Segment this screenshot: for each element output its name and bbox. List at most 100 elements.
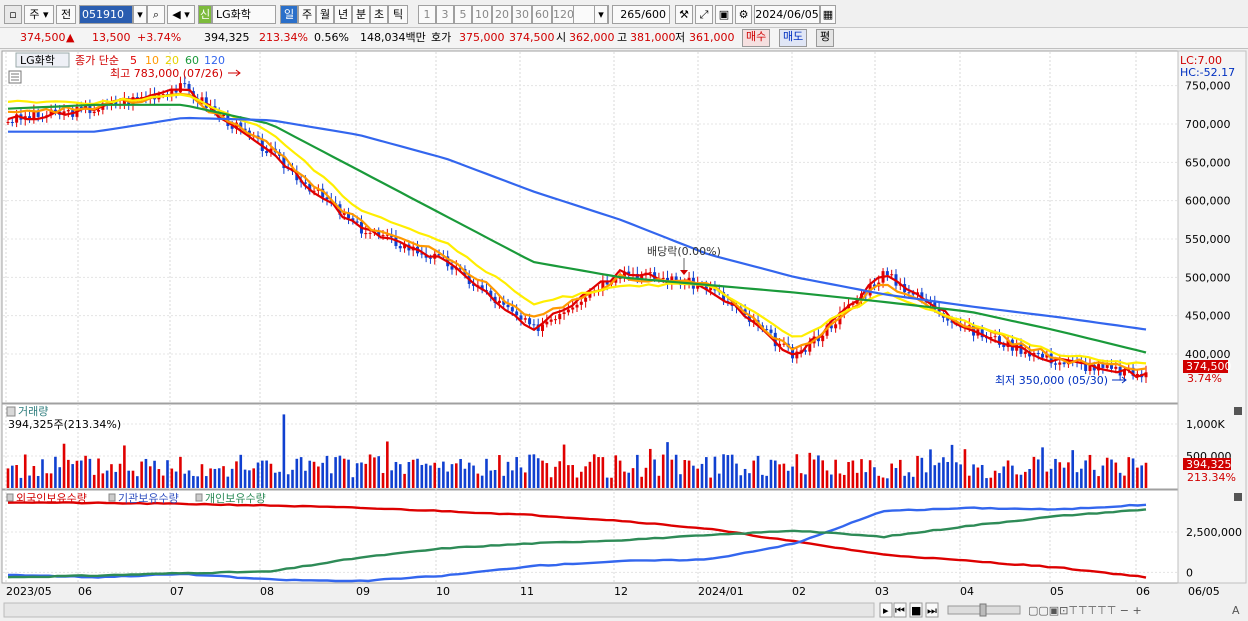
- candle-body: [204, 97, 208, 109]
- trend-tool-icon[interactable]: ⤢: [695, 5, 713, 24]
- ma-legend-10: 10: [145, 54, 159, 67]
- legend-box-institution: [108, 493, 116, 502]
- holdings-line-0: [7, 501, 1147, 579]
- volume-bar: [752, 460, 756, 488]
- x-axis-labels: 2023/05 06 07 08 09 10 11 12 2024/01 02 03 04 05 06 06…: [6, 585, 1220, 598]
- turnover-rate: 0.56%: [314, 31, 349, 44]
- volume-bar: [329, 473, 333, 488]
- save-icon[interactable]: ▣: [715, 5, 733, 24]
- candle-body: [765, 329, 769, 331]
- candle-body: [648, 272, 652, 274]
- tab-minute[interactable]: 분: [352, 5, 370, 24]
- count-field[interactable]: 265/600: [612, 5, 670, 24]
- interval-10[interactable]: 10: [472, 5, 492, 24]
- candle-body: [480, 285, 484, 291]
- code-dropdown-icon[interactable]: ▾: [133, 5, 147, 24]
- interval-1[interactable]: 1: [418, 5, 436, 24]
- tab-second[interactable]: 초: [370, 5, 388, 24]
- screen-menu-icon[interactable]: ▫: [4, 5, 22, 24]
- first-button[interactable]: [893, 602, 907, 618]
- tab-tick[interactable]: 틱: [388, 5, 408, 24]
- volume-bar: [62, 443, 66, 488]
- font-size-icon[interactable]: A: [1232, 604, 1240, 617]
- candle-body: [523, 318, 527, 320]
- interval-5[interactable]: 5: [454, 5, 472, 24]
- x-tick-label: 2023/05: [6, 585, 52, 598]
- volume-bar: [898, 459, 902, 488]
- tab-day[interactable]: 일: [280, 5, 298, 24]
- sell-button[interactable]: 매도: [779, 29, 808, 47]
- price-tag-box: [1183, 360, 1228, 373]
- stock-code-input[interactable]: 051910: [79, 5, 133, 24]
- volume-bar: [390, 470, 393, 488]
- candle-body: [808, 343, 812, 352]
- volume-bar: [273, 472, 277, 488]
- interval-60[interactable]: 60: [532, 5, 552, 24]
- volume-bar: [299, 457, 303, 488]
- interval-20[interactable]: 20: [492, 5, 512, 24]
- volume-bar: [506, 461, 510, 488]
- volume-bar: [726, 455, 730, 488]
- scroll-track[interactable]: [3, 602, 875, 618]
- scroll-left-button[interactable]: [879, 602, 893, 618]
- holdings-panel-close-icon[interactable]: [1234, 493, 1242, 501]
- ask-price: 375,000: [459, 31, 505, 44]
- panel-collapse-icon[interactable]: [6, 406, 16, 417]
- prev-button[interactable]: 전: [56, 5, 76, 24]
- y-tick-label: 1,000K: [1186, 418, 1225, 431]
- stop-button[interactable]: [909, 602, 923, 618]
- candle-body: [1006, 339, 1010, 348]
- volume-bar: [1105, 457, 1109, 488]
- volume-bar: [204, 476, 208, 488]
- candle-body: [782, 343, 786, 345]
- interval-30[interactable]: 30: [512, 5, 532, 24]
- volume-bar: [580, 471, 583, 488]
- tab-week[interactable]: 주: [298, 5, 316, 24]
- volume-bar: [97, 458, 100, 488]
- zoom-slider-handle[interactable]: [979, 603, 987, 617]
- candle-body: [1084, 363, 1088, 371]
- volume-bar: [786, 470, 790, 488]
- volume-bar: [705, 457, 708, 488]
- date-field[interactable]: 2024/06/05: [754, 5, 820, 24]
- volume-bar: [523, 472, 527, 488]
- volume-bar: [528, 454, 531, 488]
- volume-bar: [743, 468, 747, 488]
- buy-button[interactable]: 매수: [742, 29, 771, 47]
- stock-name-field[interactable]: LG화학: [212, 5, 276, 24]
- last-button[interactable]: [925, 602, 939, 618]
- volume-bar: [295, 458, 299, 488]
- tab-month[interactable]: 월: [316, 5, 334, 24]
- volume-bar: [360, 462, 363, 488]
- interval-3[interactable]: 3: [436, 5, 454, 24]
- gear-icon[interactable]: ⚙: [735, 5, 752, 24]
- chart-tool-icon[interactable]: ⚒: [675, 5, 693, 24]
- candle-body: [588, 292, 592, 298]
- candle-body: [308, 183, 312, 192]
- volume-bar: [467, 462, 471, 488]
- sound-icon[interactable]: ◀ ▾: [167, 5, 195, 24]
- candle-body: [1122, 370, 1126, 376]
- layout-icons[interactable]: ▢▢▣⊡⊤⊤⊤⊤⊤ − +: [1028, 604, 1142, 617]
- volume-bar: [601, 457, 605, 488]
- eval-button[interactable]: 평: [816, 29, 835, 47]
- candle-body: [510, 307, 514, 312]
- candle-body: [911, 293, 915, 295]
- volume-panel-close-icon[interactable]: [1234, 407, 1242, 415]
- candle-body: [364, 233, 368, 235]
- volume-bar: [717, 473, 721, 488]
- panel-title-box[interactable]: [15, 52, 70, 68]
- mode-select[interactable]: 주 ▾: [24, 5, 54, 24]
- calendar-icon[interactable]: ▦: [820, 5, 836, 24]
- volume-bar: [411, 459, 415, 488]
- volume-bar: [437, 467, 441, 488]
- volume-bar: [562, 444, 566, 488]
- current-price: 374,500: [20, 31, 66, 44]
- volume-bar: [308, 460, 312, 488]
- candle-body: [545, 321, 549, 325]
- tab-year[interactable]: 년: [334, 5, 352, 24]
- interval-dropdown-icon[interactable]: ▾: [594, 5, 608, 24]
- search-icon[interactable]: ⌕: [147, 5, 165, 24]
- candle-body: [1019, 344, 1023, 354]
